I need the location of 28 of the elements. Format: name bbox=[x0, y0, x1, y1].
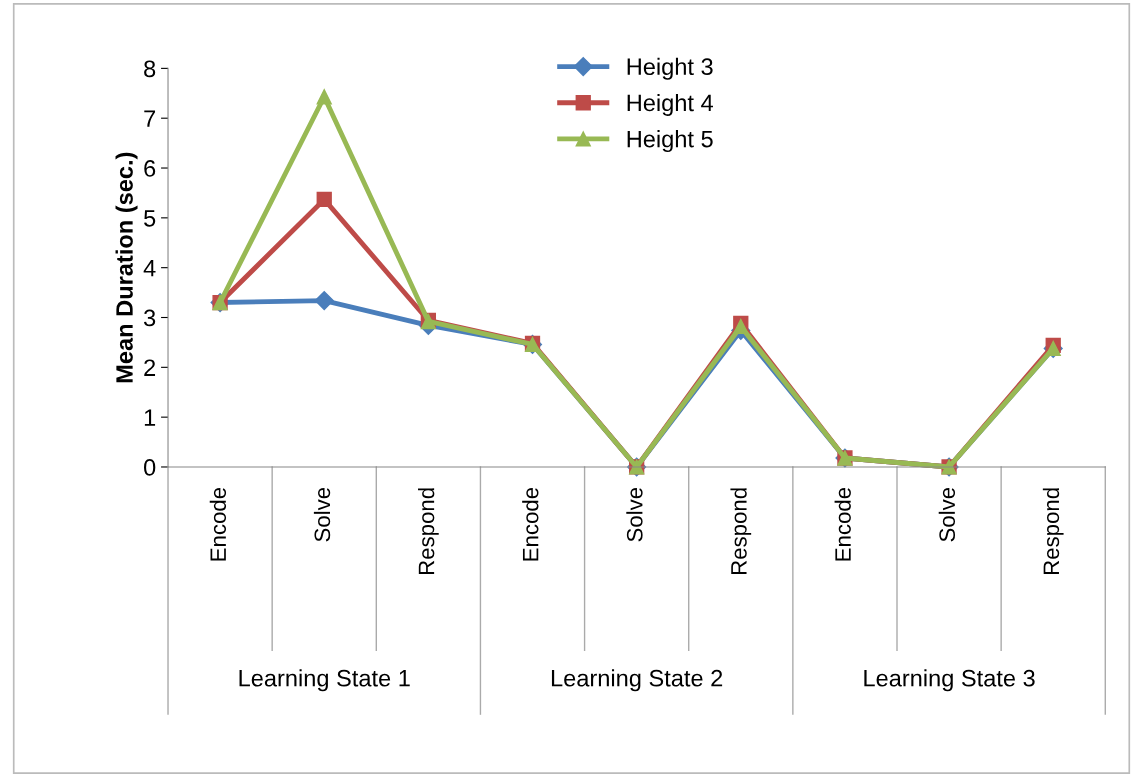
y-tick-label: 8 bbox=[144, 60, 156, 78]
x-tick-label: Encode bbox=[522, 487, 539, 561]
x-tick-label: Encode bbox=[834, 487, 851, 561]
point bbox=[316, 191, 332, 208]
x-tick-label: Solve bbox=[626, 487, 643, 542]
point bbox=[316, 89, 332, 105]
x-tick-label: Solve bbox=[938, 487, 956, 542]
y-tick-label: 7 bbox=[144, 110, 156, 127]
point bbox=[314, 291, 334, 311]
y-tick-label: 3 bbox=[143, 309, 156, 327]
text: Learning State 3 bbox=[864, 669, 1035, 692]
y-tick-label: 0 bbox=[144, 459, 156, 476]
text: Learning State 2 bbox=[551, 669, 723, 692]
y-tick-label: 2 bbox=[144, 359, 156, 376]
y-tick-label: 6 bbox=[144, 160, 156, 177]
x-tick-label: Respond bbox=[730, 488, 752, 575]
x-tick-label: Respond bbox=[1042, 488, 1064, 575]
y-axis-title: Mean Duration (sec.) bbox=[115, 152, 138, 383]
legend-label: Height 4 bbox=[627, 93, 713, 116]
text: Learning State 1 bbox=[239, 669, 410, 692]
x-tick-label: Solve bbox=[313, 487, 331, 542]
legend-label: Height 5 bbox=[627, 130, 713, 153]
x-tick-label: Respond bbox=[418, 488, 439, 575]
y-tick-label: 5 bbox=[144, 210, 156, 227]
y-tick-label: 1 bbox=[144, 409, 156, 426]
x-tick-label: Encode bbox=[209, 487, 227, 561]
legend-label: Height 3 bbox=[627, 57, 713, 80]
y-tick-label: 4 bbox=[143, 259, 156, 277]
